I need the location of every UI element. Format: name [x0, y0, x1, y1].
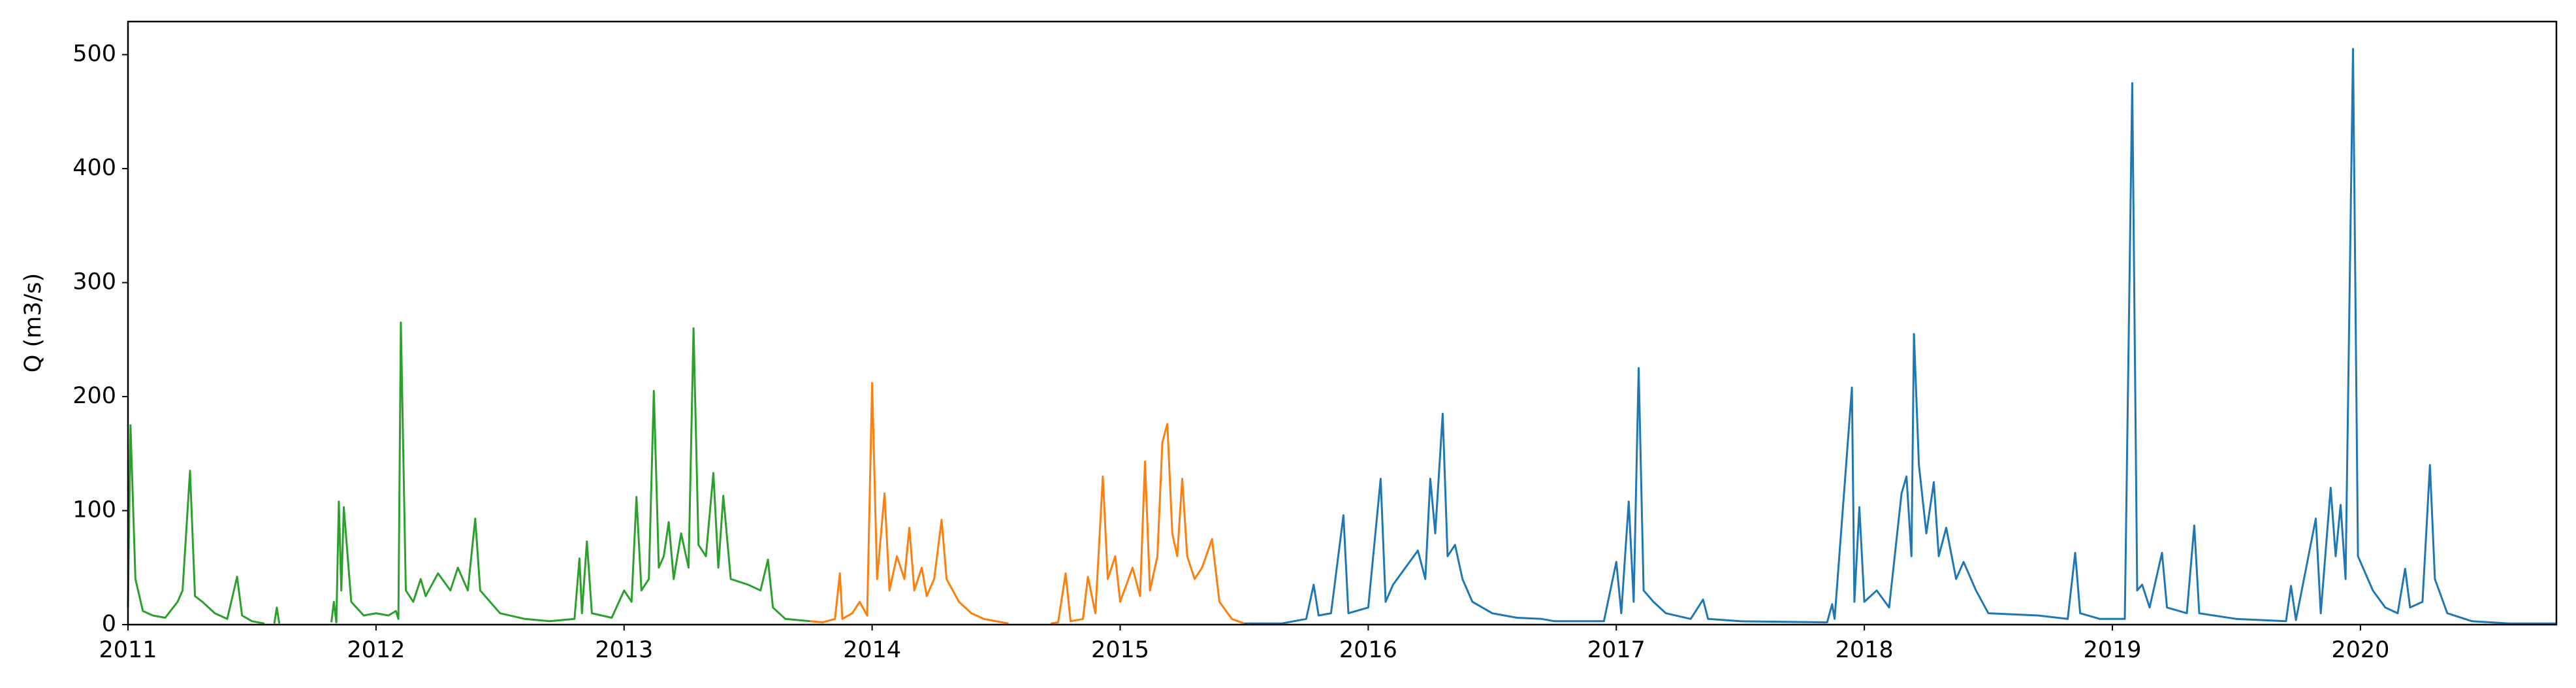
y-tick-label: 100 [72, 497, 116, 523]
x-tick-label: 2017 [1587, 637, 1646, 663]
y-tick-label: 200 [72, 383, 116, 409]
x-tick-label: 2016 [1339, 637, 1397, 663]
y-tick-label: 500 [72, 41, 116, 67]
x-tick-label: 2018 [1836, 637, 1894, 663]
series-line [127, 321, 810, 625]
x-tick-label: 2011 [99, 637, 157, 663]
x-tick-label: 2019 [2083, 637, 2141, 663]
series-line [810, 382, 1245, 625]
y-tick-label: 300 [72, 269, 116, 295]
x-tick-label: 2014 [843, 637, 901, 663]
plot-frame [127, 20, 2558, 626]
y-tick-label: 400 [72, 155, 116, 181]
x-tick-label: 2020 [2331, 637, 2389, 663]
x-tick-label: 2013 [595, 637, 653, 663]
series-line [1244, 48, 2556, 625]
x-tick-label: 2012 [347, 637, 405, 663]
y-tick-label: 0 [102, 611, 116, 637]
x-tick-label: 2015 [1091, 637, 1149, 663]
y-axis-label: Q (m3/s) [20, 273, 46, 372]
